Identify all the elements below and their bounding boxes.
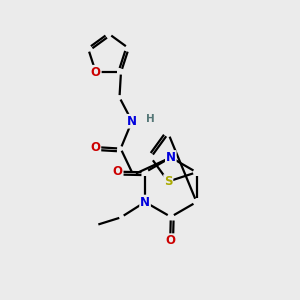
Text: N: N [140,196,150,208]
Text: S: S [164,175,172,188]
Text: H: H [146,115,155,124]
Text: O: O [165,234,175,247]
Text: N: N [166,151,176,164]
Text: O: O [90,141,100,154]
Text: O: O [91,66,101,79]
Text: O: O [113,165,123,178]
Text: N: N [127,115,137,128]
